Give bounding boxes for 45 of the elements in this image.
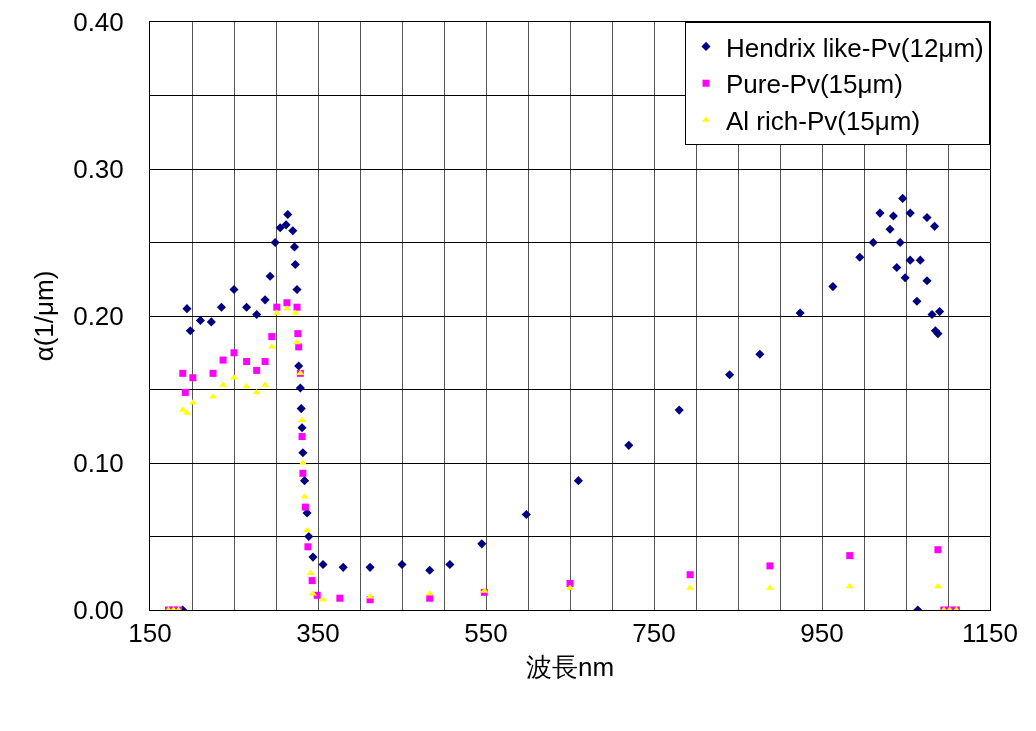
point [189,374,197,382]
legend-label: Hendrix like-Pv(12μm) [726,32,984,63]
y-tick-label: 0.40 [73,7,124,38]
point [219,356,227,364]
y-axis-title: α(1/μm) [28,270,59,362]
x-tick-label: 350 [296,618,340,649]
point [181,388,189,396]
point [261,358,269,366]
point [252,388,261,395]
x-tick-label: 750 [632,618,676,649]
point [294,330,302,338]
point [298,416,307,423]
point [179,369,187,377]
point [766,562,774,570]
point [243,358,251,366]
point [304,543,312,551]
y-tick-label: 0.00 [73,595,124,626]
point [686,571,694,579]
y-tick-label: 0.10 [73,448,124,479]
x-tick-label: 950 [800,618,844,649]
point [253,366,261,374]
point [308,577,316,585]
point [292,338,302,345]
x-tick-label: 1150 [962,618,1018,649]
x-tick-label: 550 [464,618,508,649]
point [301,503,309,511]
point [933,582,942,589]
point [283,299,291,307]
legend-label: Pure-Pv(15μm) [726,69,903,100]
point [298,433,306,441]
y-tick-label: 0.20 [73,301,124,332]
y-tick-label: 0.30 [73,154,124,185]
point [845,582,854,589]
point [273,303,281,311]
point [934,546,942,554]
point [299,469,307,477]
point [268,333,276,341]
x-tick-label: 150 [128,618,172,649]
point [846,552,854,560]
legend-label: Al rich-Pv(15μm) [726,106,921,137]
point [293,303,301,311]
point [336,594,344,602]
point [230,349,238,357]
point [209,369,217,377]
x-axis-title: 波長nm [525,651,615,682]
